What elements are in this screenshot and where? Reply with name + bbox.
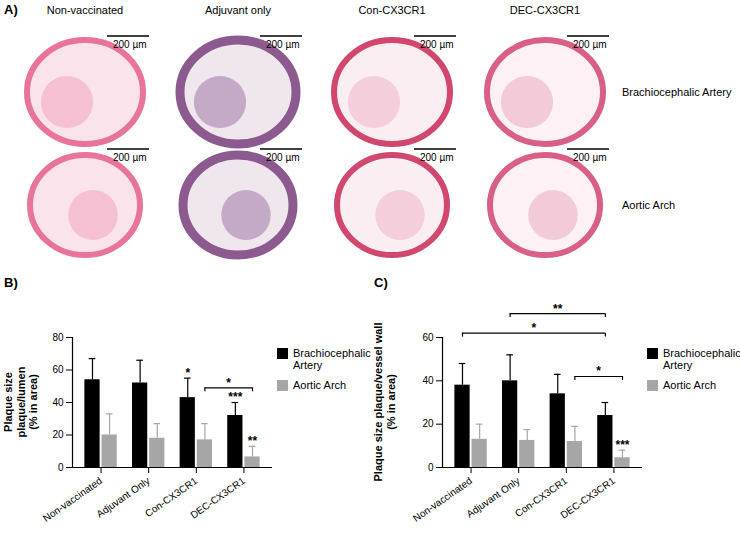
svg-text:40: 40 (52, 397, 64, 408)
html-text:C): C) (374, 275, 388, 290)
svg-text:***: *** (615, 438, 629, 452)
svg-text:DEC-CX3CR1: DEC-CX3CR1 (510, 4, 580, 16)
svg-text:Adjuvant Only: Adjuvant Only (94, 475, 151, 520)
svg-text:200 µm: 200 µm (113, 39, 147, 50)
svg-text:DEC-CX3CR1: DEC-CX3CR1 (558, 475, 617, 521)
svg-text:Plaque sizeplaque/lumen(% in a: Plaque sizeplaque/lumen(% in area) (2, 366, 39, 437)
html-text:Brachiocephalic Artery: Brachiocephalic Artery (293, 347, 371, 371)
svg-text:*: * (596, 364, 601, 378)
svg-text:Non-vaccinated: Non-vaccinated (411, 475, 474, 524)
svg-text:Non-vaccinated: Non-vaccinated (47, 4, 123, 16)
svg-text:***: *** (228, 390, 242, 404)
svg-text:40: 40 (422, 375, 434, 386)
svg-text:Aortic Arch: Aortic Arch (622, 199, 675, 211)
svg-text:Non-vaccinated: Non-vaccinated (41, 475, 104, 524)
svg-text:20: 20 (52, 429, 64, 440)
svg-text:Adjuvant only: Adjuvant only (205, 4, 272, 16)
svg-text:200 µm: 200 µm (573, 39, 607, 50)
svg-text:60: 60 (52, 364, 64, 375)
svg-text:Con-CX3CR1: Con-CX3CR1 (512, 475, 570, 520)
svg-text:**: ** (553, 302, 563, 316)
svg-text:Con-CX3CR1: Con-CX3CR1 (358, 4, 425, 16)
svg-text:Brachiocephalic Artery: Brachiocephalic Artery (622, 86, 732, 98)
html-text:Aortic Arch: Aortic Arch (663, 379, 717, 391)
html-text:Aortic Arch: Aortic Arch (293, 379, 347, 391)
svg-text:DEC-CX3CR1: DEC-CX3CR1 (188, 475, 247, 521)
svg-text:Con-CX3CR1: Con-CX3CR1 (142, 475, 200, 520)
svg-text:200 µm: 200 µm (266, 152, 300, 163)
svg-text:200 µm: 200 µm (420, 39, 454, 50)
svg-text:0: 0 (428, 462, 434, 473)
svg-text:0: 0 (58, 462, 64, 473)
svg-text:200 µm: 200 µm (573, 152, 607, 163)
svg-text:*: * (185, 366, 190, 380)
svg-text:**: ** (248, 434, 258, 448)
svg-text:200 µm: 200 µm (420, 152, 454, 163)
svg-text:*: * (226, 376, 231, 390)
svg-text:200 µm: 200 µm (113, 152, 147, 163)
html-text:B): B) (4, 275, 18, 290)
svg-text:A): A) (4, 2, 18, 17)
svg-text:60: 60 (422, 332, 434, 343)
svg-text:Plaque size plaque/vessel wall: Plaque size plaque/vessel wall(% in area… (372, 323, 397, 482)
svg-text:80: 80 (52, 332, 64, 343)
html-text:Brachiocephalic Artery: Brachiocephalic Artery (663, 347, 740, 371)
svg-text:Adjuvant Only: Adjuvant Only (464, 475, 521, 520)
svg-text:*: * (532, 321, 537, 335)
svg-text:200 µm: 200 µm (266, 39, 300, 50)
svg-text:20: 20 (422, 418, 434, 429)
